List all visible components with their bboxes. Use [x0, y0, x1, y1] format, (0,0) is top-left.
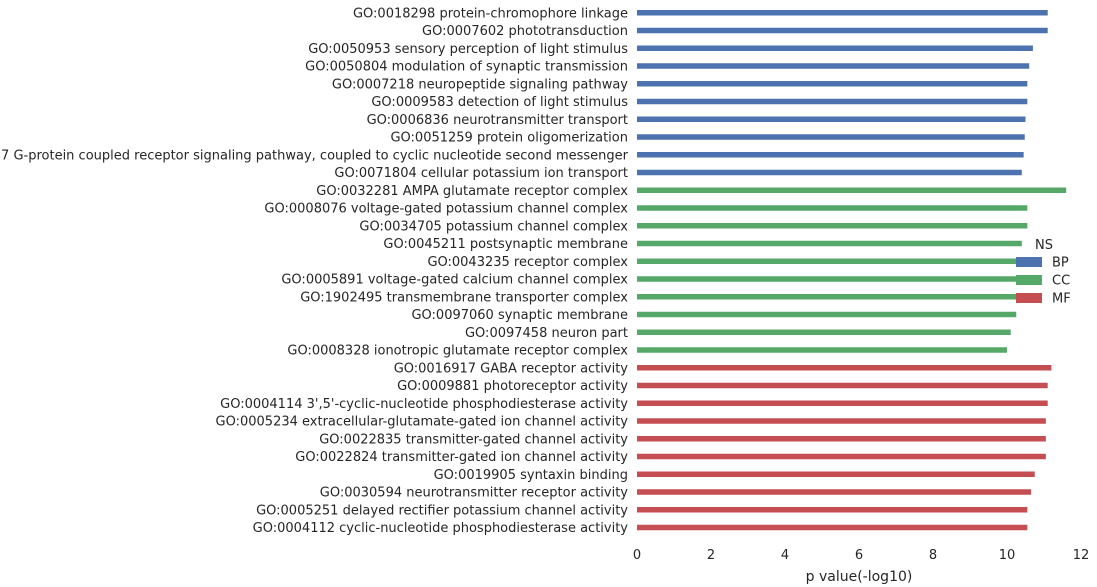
bar-cc	[637, 223, 1028, 229]
bar-bp	[637, 63, 1030, 69]
category-label: GO:0005251 delayed rectifier potassium c…	[256, 503, 628, 518]
category-label: GO:0022835 transmitter-gated channel act…	[319, 432, 628, 447]
category-label: GO:0050804 modulation of synaptic transm…	[305, 60, 628, 75]
bar-mf	[637, 418, 1046, 424]
x-tick-label: 10	[999, 548, 1016, 563]
category-label: GO:0007602 phototransduction	[422, 24, 628, 39]
category-label: GO:0004112 cyclic-nucleotide phosphodies…	[253, 521, 629, 536]
bar-bp	[637, 152, 1024, 158]
category-label: GO:0007218 neuropeptide signaling pathwa…	[332, 77, 628, 92]
category-label: GO:0005891 voltage-gated calcium channel…	[281, 273, 628, 288]
bar-cc	[637, 294, 1019, 300]
category-label: GO:0030594 neurotransmitter receptor act…	[320, 486, 629, 501]
category-label: GO:0004114 3',5'-cyclic-nucleotide phosp…	[220, 397, 628, 412]
bar-bp	[637, 116, 1026, 122]
bar-cc	[637, 240, 1022, 247]
category-label: GO:0043235 receptor complex	[427, 255, 628, 270]
bar-cc	[637, 329, 1011, 335]
bar-cc	[637, 205, 1028, 211]
bar-mf	[637, 365, 1052, 371]
x-axis: 0 2 4 6 8 10 12	[633, 548, 1089, 563]
category-label: GO:0005234 extracellular-glutamate-gated…	[216, 415, 629, 430]
bar-cc	[637, 347, 1007, 353]
legend: NS BP CC MF	[1016, 238, 1071, 307]
legend-swatch-bp	[1016, 257, 1042, 267]
bar-mf	[637, 471, 1035, 477]
x-tick-label: 6	[855, 548, 863, 563]
bar-cc	[637, 258, 1020, 264]
category-label: GO:0032281 AMPA glutamate receptor compl…	[316, 184, 628, 199]
category-label: GO:0018298 protein-chromophore linkage	[353, 6, 628, 21]
bar-mf	[637, 507, 1028, 513]
bar-cc	[637, 187, 1067, 193]
category-label: GO:0097458 neuron part	[465, 326, 628, 341]
category-label: GO:0071804 cellular potassium ion transp…	[334, 166, 628, 181]
category-label: GO:0008328 ionotropic glutamate receptor…	[287, 344, 628, 359]
category-label: GO:0097060 synaptic membrane	[411, 308, 628, 323]
x-tick-label: 2	[707, 548, 715, 563]
legend-label-mf: MF	[1052, 292, 1071, 307]
bar-bp	[637, 81, 1028, 87]
legend-title: NS	[1035, 238, 1053, 253]
x-tick-label: 4	[781, 548, 789, 563]
category-label: GO:0045211 postsynaptic membrane	[383, 237, 628, 252]
bar-bp	[637, 98, 1028, 105]
bar-bp	[637, 134, 1025, 140]
x-tick-label: 8	[929, 548, 937, 563]
category-label: GO:1902495 transmembrane transporter com…	[300, 290, 628, 305]
legend-label-cc: CC	[1052, 274, 1070, 289]
category-label: GO:0034705 potassium channel complex	[359, 219, 628, 234]
category-label: GO:0009583 detection of light stimulus	[371, 95, 628, 110]
bar-bp	[637, 169, 1022, 176]
category-label: GO:0051259 protein oligomerization	[390, 131, 628, 146]
x-tick-label: 0	[633, 548, 641, 563]
x-tick-label: 12	[1073, 548, 1090, 563]
bar-mf	[637, 382, 1048, 389]
category-label: GO:0019905 syntaxin binding	[434, 468, 628, 483]
legend-swatch-cc	[1016, 275, 1042, 285]
legend-swatch-mf	[1016, 293, 1042, 303]
category-labels: GO:0018298 protein-chromophore linkage GO…	[0, 6, 629, 536]
bar-mf	[637, 453, 1046, 460]
category-label: GO:0050953 sensory perception of light s…	[308, 42, 628, 57]
bar-cc	[637, 311, 1017, 318]
category-label: GO:0006836 neurotransmitter transport	[367, 113, 628, 128]
bar-bp	[637, 45, 1033, 51]
category-label: GO:0016917 GABA receptor activity	[394, 361, 629, 376]
bar-mf	[637, 524, 1028, 531]
x-axis-label: p value(-log10)	[806, 569, 913, 585]
bar-bp	[637, 27, 1048, 34]
bar-mf	[637, 489, 1032, 495]
bar-cc	[637, 276, 1019, 282]
category-label: GO:0022824 transmitter-gated ion channel…	[295, 450, 628, 465]
legend-label-bp: BP	[1052, 256, 1069, 271]
category-label: GO:0007187 G-protein coupled receptor si…	[0, 148, 629, 163]
category-label: GO:0009881 photoreceptor activity	[397, 379, 628, 394]
bar-mf	[637, 400, 1048, 406]
category-label: GO:0008076 voltage-gated potassium chann…	[264, 202, 628, 217]
bar-mf	[637, 436, 1046, 442]
bars-layer	[637, 10, 1067, 531]
bar-bp	[637, 10, 1048, 16]
